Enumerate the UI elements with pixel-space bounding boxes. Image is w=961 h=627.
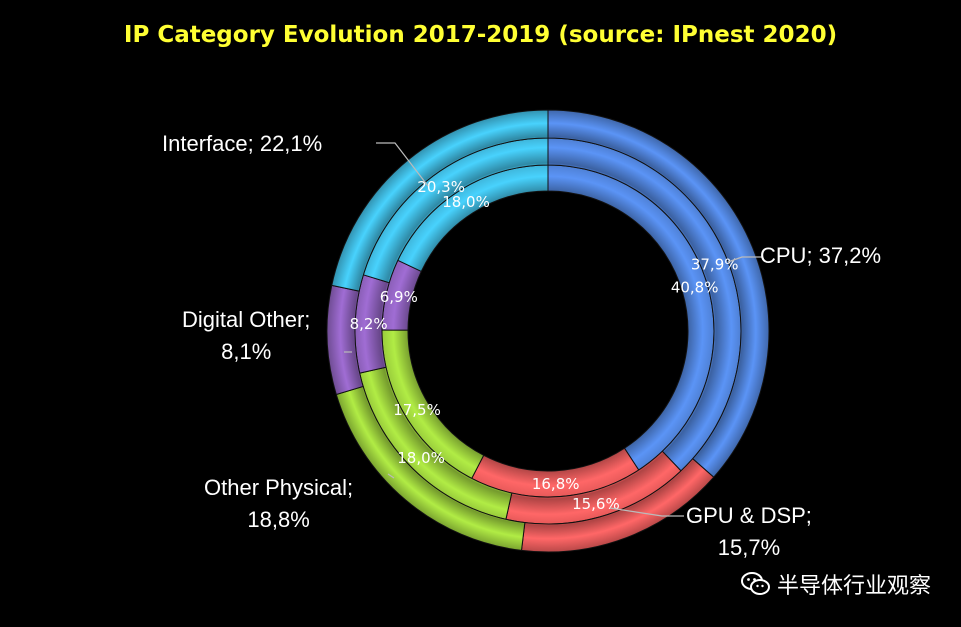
wechat-icon: [740, 571, 771, 597]
data-label-middle-digital-other: 8,2%: [350, 315, 388, 333]
legend-label-gpu-dsp-value: 15,7%: [717, 535, 781, 560]
leader-line-1: [727, 256, 762, 263]
data-label-inner-interface: 18,0%: [442, 193, 490, 211]
ring-labels-layer: 40,8% 16,8% 17,5% 6,9% 18,0% 37,9% 15,6% 18,0% 8…: [350, 178, 739, 513]
data-label-inner-digital-other: 6,9%: [380, 288, 418, 306]
legend-label-digital-other: Digital Other; 8,1%: [182, 304, 310, 368]
legend-label-other-physical: Other Physical; 18,8%: [204, 472, 353, 536]
data-label-inner-other-physical: 17,5%: [393, 401, 441, 419]
leader-line-0: [376, 142, 429, 187]
data-label-inner-gpu-dsp: 16,8%: [532, 475, 580, 493]
legend-label-digital-other-value: 8,1%: [221, 339, 272, 364]
legend-label-gpu-dsp: GPU & DSP; 15,7%: [686, 500, 812, 564]
data-label-inner-cpu: 40,8%: [671, 278, 719, 296]
data-label-middle-gpu-dsp: 15,6%: [572, 495, 620, 513]
leader-line-4: [609, 507, 684, 517]
legend-label-other-physical-name: Other Physical;: [204, 475, 354, 500]
watermark: 半导体行业观察: [740, 568, 931, 600]
data-label-middle-cpu: 37,9%: [691, 255, 739, 273]
legend-label-interface: Interface; 22,1%: [162, 131, 323, 156]
legend-label-digital-other-name: Digital Other;: [182, 307, 311, 332]
watermark-text: 半导体行业观察: [776, 574, 931, 599]
data-label-middle-interface: 20,3%: [417, 178, 465, 196]
leader-line-3: [387, 473, 395, 479]
leader-lines-layer: [344, 142, 762, 517]
legend-label-other-physical-value: 18,8%: [247, 507, 310, 532]
legend-label-cpu: CPU; 37,2%: [760, 243, 882, 268]
chart-title: IP Category Evolution 2017-2019 (source:…: [123, 22, 838, 48]
rings-layer: [326, 109, 770, 553]
slice-outer-interface: [331, 109, 549, 292]
data-label-middle-other-physical: 18,0%: [397, 449, 445, 467]
legend-label-gpu-dsp-name: GPU & DSP;: [686, 503, 812, 528]
